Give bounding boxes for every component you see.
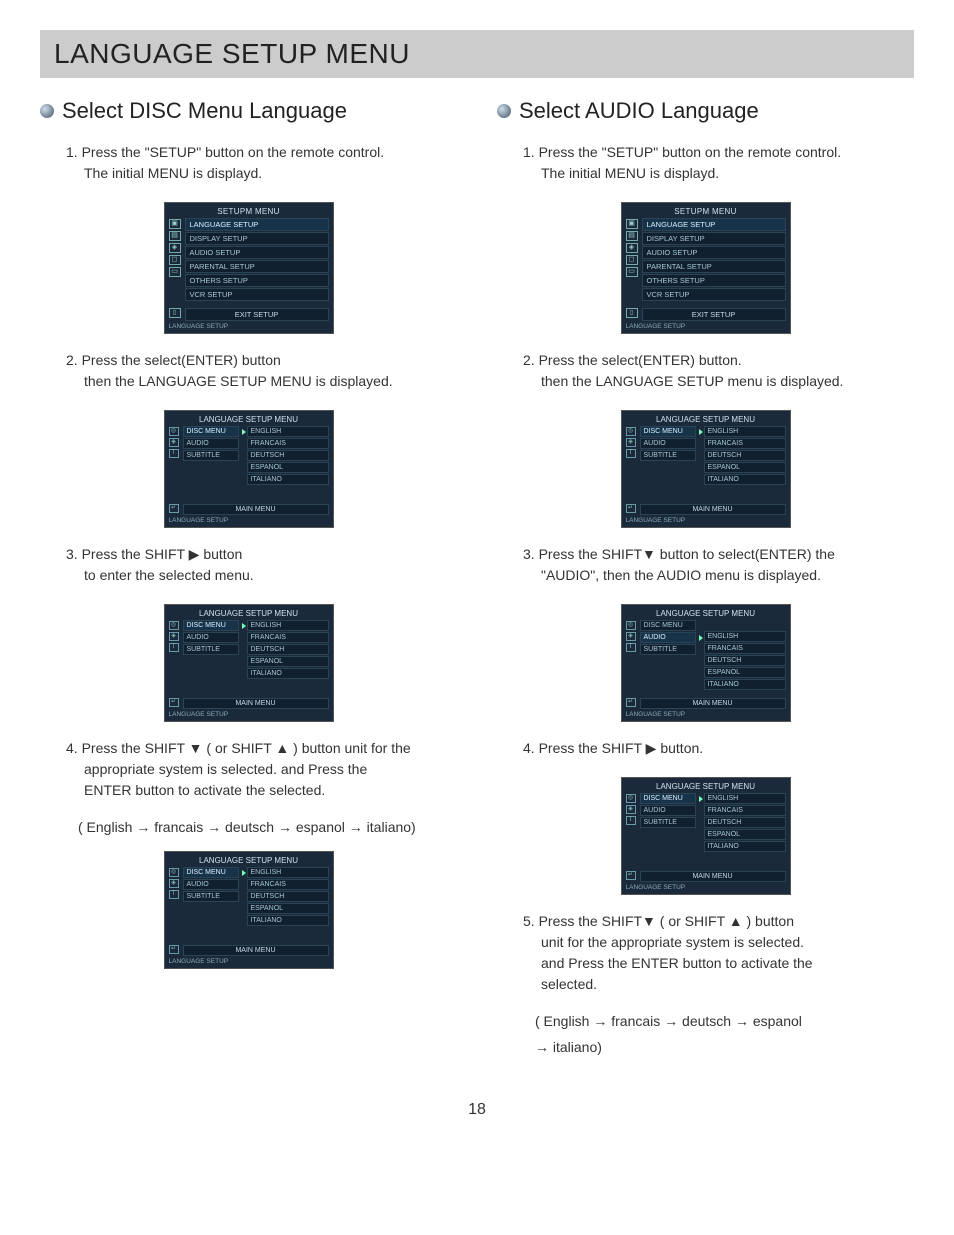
lang-left-item: DISC MENU [183,426,239,437]
left-step-1: 1. Press the "SETUP" button on the remot… [66,142,457,184]
menu-icon: ▣ [169,219,181,229]
lang-right-item: ESPANOL [247,462,329,473]
menu-item: OTHERS SETUP [185,274,329,287]
columns: Select DISC Menu Language 1. Press the "… [40,98,914,1071]
pointer-icon [242,429,246,435]
right-flow-2: → italiano) [535,1039,914,1055]
left-step-3: 3. Press the SHIFT ▶ button to enter the… [66,544,457,586]
menu-icon: ◻ [169,255,181,265]
menu-icon: ▭ [169,267,181,277]
right-step-4: 4. Press the SHIFT ▶ button. [523,738,914,759]
setup-menu-screenshot: SETUPM MENU ▣ ▤ ◈ ◻ ▭ LANGUAGE SETUP DIS… [164,202,334,334]
lang-icon: ◈ [169,438,179,447]
title-bar: LANGUAGE SETUP MENU [40,30,914,78]
language-menu-screenshot-audio: LANGUAGE SETUP MENU ◎ ◈ T DISC MENU AUDI… [621,604,791,722]
menu-item: VCR SETUP [185,288,329,301]
return-icon: ↵ [169,504,179,513]
left-flow: ( English → francais → deutsch → espanol… [78,819,457,835]
exit-icon: ▯ [169,308,181,318]
page-number: 18 [40,1101,914,1119]
right-step-3: 3. Press the SHIFT▼ button to select(ENT… [523,544,914,586]
menu-item: LANGUAGE SETUP [185,218,329,231]
bullet-icon [497,104,511,118]
left-subhead: Select DISC Menu Language [40,98,457,124]
exit-button: EXIT SETUP [185,308,329,321]
right-step-1: 1. Press the "SETUP" button on the remot… [523,142,914,184]
menu-item: PARENTAL SETUP [185,260,329,273]
lang-left-item: SUBTITLE [183,450,239,461]
lang-right-item: DEUTSCH [247,450,329,461]
page: LANGUAGE SETUP MENU Select DISC Menu Lan… [0,0,954,1179]
page-title: LANGUAGE SETUP MENU [54,38,900,70]
lang-right-item: FRANCAIS [247,438,329,449]
bullet-icon [40,104,54,118]
right-heading: Select AUDIO Language [519,98,759,124]
lang-icon: ◎ [169,427,179,436]
right-step-2: 2. Press the select(ENTER) button. then … [523,350,914,392]
right-flow-1: ( English → francais → deutsch → espanol [535,1013,914,1029]
language-menu-screenshot: LANGUAGE SETUP MENU ◎ ◈ T DISC MENU AUDI… [621,410,791,528]
left-column: Select DISC Menu Language 1. Press the "… [40,98,457,1071]
language-menu-screenshot: LANGUAGE SETUP MENU ◎ ◈ T DISC MENU AUDI… [164,604,334,722]
language-menu-screenshot: LANGUAGE SETUP MENU ◎ ◈ T DISC MENU AUDI… [621,777,791,895]
lang-icon: T [169,449,179,458]
left-heading: Select DISC Menu Language [62,98,347,124]
right-column: Select AUDIO Language 1. Press the "SETU… [497,98,914,1071]
menu-item: DISPLAY SETUP [185,232,329,245]
main-menu-button: MAIN MENU [183,504,329,515]
menu-icon: ◈ [169,243,181,253]
left-step-4: 4. Press the SHIFT ▼ ( or SHIFT ▲ ) butt… [66,738,457,801]
lang-right-item: ITALIANO [247,474,329,485]
left-step-2: 2. Press the select(ENTER) button then t… [66,350,457,392]
language-menu-screenshot: LANGUAGE SETUP MENU ◎ ◈ T DISC MENU AUDI… [164,851,334,969]
right-step-5: 5. Press the SHIFT▼ ( or SHIFT ▲ ) butto… [523,911,914,995]
lang-left-item: AUDIO [183,438,239,449]
language-menu-screenshot: LANGUAGE SETUP MENU ◎ ◈ T DISC MENU AUDI… [164,410,334,528]
lang-right-item: ENGLISH [247,426,329,437]
right-subhead: Select AUDIO Language [497,98,914,124]
setup-menu-screenshot: SETUPM MENU ▣ ▤ ◈ ◻ ▭ LANGUAGE SETUP DIS… [621,202,791,334]
menu-item: AUDIO SETUP [185,246,329,259]
menu-icon: ▤ [169,231,181,241]
